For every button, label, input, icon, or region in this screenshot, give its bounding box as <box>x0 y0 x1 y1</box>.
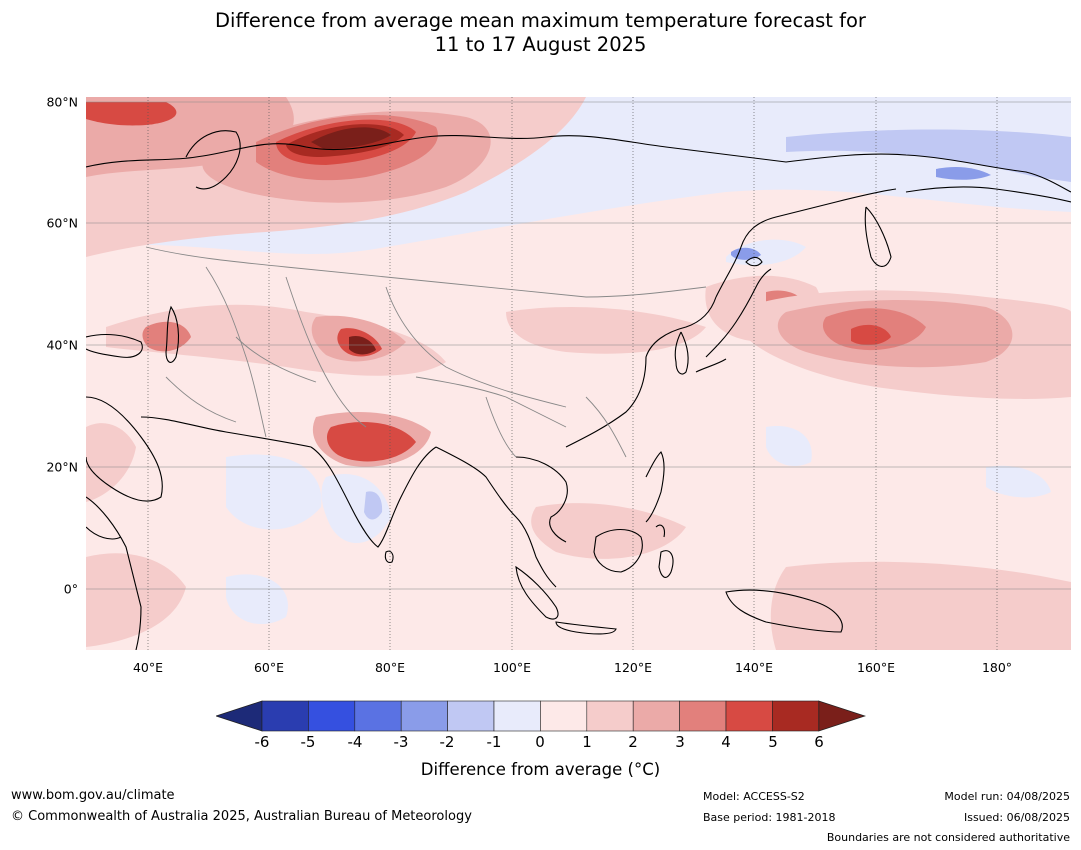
cool-patch-okhotsk <box>731 247 761 260</box>
colorbar-label: Difference from average (°C) <box>420 760 661 779</box>
colorbar-segment <box>261 700 309 732</box>
colorbar-tick: -1 <box>486 733 502 751</box>
colorbar-tick: 3 <box>675 733 685 751</box>
colorbar-segment <box>586 700 634 732</box>
issued-date: Issued: 06/08/2025 <box>963 811 1070 824</box>
colorbar-arrow-high <box>818 700 867 732</box>
lat-label-60n: 60°N <box>46 215 78 231</box>
lon-label-40e: 40°E <box>132 660 164 675</box>
cool-region-east-siberia <box>786 129 1071 182</box>
coastlines <box>86 130 1071 650</box>
lon-label-140e: 140°E <box>734 660 774 675</box>
title-line-1: Difference from average mean maximum tem… <box>215 9 866 32</box>
lat-label-20n: 20°N <box>46 459 78 475</box>
colorbar-segment <box>725 700 773 732</box>
colorbar-tick: 2 <box>628 733 638 751</box>
temperature-anomaly-map <box>86 97 1071 650</box>
colorbar-tick: -3 <box>393 733 409 751</box>
boundary-disclaimer: Boundaries are not considered authoritat… <box>826 831 1070 844</box>
colorbar-tick: -6 <box>254 733 270 751</box>
cool-patch-indian-ocean <box>226 574 288 625</box>
cool-patch-west-pacific <box>986 465 1051 498</box>
country-borders <box>145 246 707 458</box>
cool-patch-philippine-sea <box>766 426 812 467</box>
lon-label-120e: 120°E <box>613 660 653 675</box>
colorbar-segment <box>540 700 588 732</box>
lon-label-60e: 60°E <box>253 660 285 675</box>
colorbar-segment <box>679 700 727 732</box>
graticule <box>86 101 1071 590</box>
colorbar-tick: 5 <box>768 733 778 751</box>
lon-label-180: 180° <box>981 660 1013 675</box>
colorbar-segment <box>632 700 680 732</box>
model-name: Model: ACCESS-S2 <box>703 790 805 803</box>
colorbar-arrow-low <box>214 700 263 732</box>
colorbar-segment <box>354 700 402 732</box>
lon-label-160e: 160°E <box>856 660 896 675</box>
website-link[interactable]: www.bom.gov.au/climate <box>11 788 175 803</box>
warm-region-arabia <box>86 423 136 502</box>
title-line-2: 11 to 17 August 2025 <box>434 33 647 56</box>
colorbar-tick: -5 <box>300 733 316 751</box>
colorbar-tick: 1 <box>582 733 592 751</box>
cool-core-india-south <box>364 491 383 520</box>
colorbar-tick: 6 <box>814 733 824 751</box>
colorbar-tick: 0 <box>535 733 545 751</box>
cool-patch-arabian-sea <box>226 454 322 530</box>
model-run-date: Model run: 04/08/2025 <box>944 790 1070 803</box>
lat-label-40n: 40°N <box>46 337 78 353</box>
map-title: Difference from average mean maximum tem… <box>0 9 1081 57</box>
warm-max-west-siberia <box>311 127 391 149</box>
warm-patch-norway <box>86 102 177 126</box>
lat-label-0: 0° <box>63 581 78 597</box>
warm-patch-southwest <box>86 553 186 647</box>
warm-patch-south-pacific <box>770 561 1071 650</box>
colorbar-segment <box>308 700 356 732</box>
colorbar-segment <box>447 700 495 732</box>
warm-peak-north-pacific <box>851 324 891 346</box>
colorbar-tick: -2 <box>439 733 455 751</box>
warm-core-india <box>326 422 416 462</box>
colorbar-tick: 4 <box>721 733 731 751</box>
colorbar-segment <box>493 700 541 732</box>
colorbar-tick: -4 <box>347 733 363 751</box>
lat-label-80n: 80°N <box>46 94 78 110</box>
cool-patch-india-south <box>321 473 391 544</box>
base-period: Base period: 1981-2018 <box>703 811 836 824</box>
meridians <box>147 97 998 650</box>
copyright-text: © Commonwealth of Australia 2025, Austra… <box>11 809 472 824</box>
cool-core-east-siberia <box>936 167 991 180</box>
lon-label-100e: 100°E <box>492 660 532 675</box>
colorbar <box>214 700 867 732</box>
colorbar-segment <box>400 700 448 732</box>
lon-label-80e: 80°E <box>374 660 406 675</box>
colorbar-segment <box>772 700 820 732</box>
